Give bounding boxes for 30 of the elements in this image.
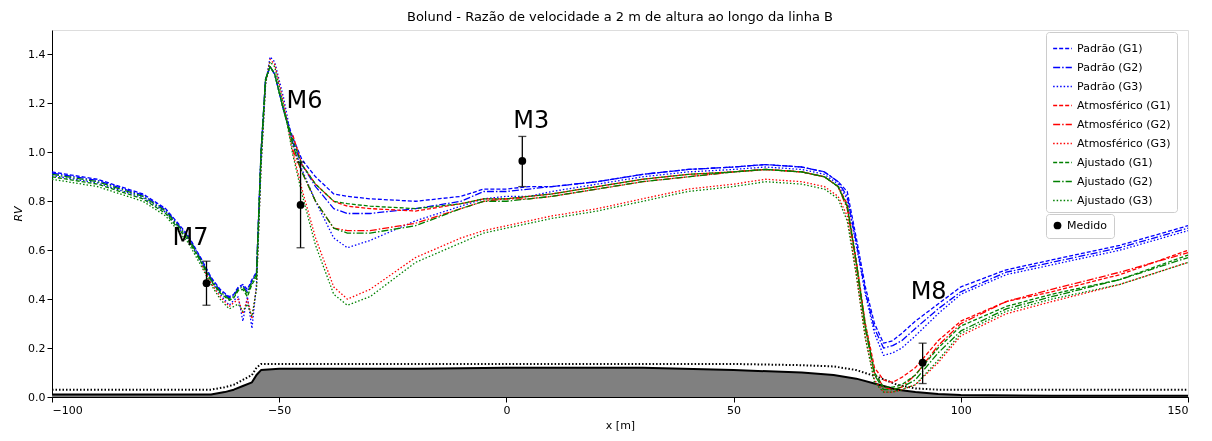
legend-label: Atmosférico (G2) [1077, 117, 1171, 131]
chart-title: Bolund - Razão de velocidade a 2 m de altura ao longo da linha B [406, 9, 834, 24]
y-tick-label: 0.2 [28, 341, 46, 355]
legend-label: Padrão (G2) [1077, 60, 1143, 74]
legend-label: Medido [1067, 218, 1108, 232]
y-tick-label: 1.0 [28, 145, 46, 159]
legend-label: Atmosférico (G1) [1077, 98, 1171, 112]
legend-label: Ajustado (G3) [1077, 193, 1153, 207]
legend-label: Atmosférico (G3) [1077, 136, 1171, 150]
x-tick-label: −50 [268, 403, 292, 417]
annotation: M3 [513, 105, 550, 134]
x-tick-label: 150 [1167, 403, 1189, 417]
y-tick-label: 0.6 [28, 243, 46, 257]
x-tick-label: −100 [52, 403, 83, 417]
legend-label: Padrão (G3) [1077, 79, 1143, 93]
y-tick-label: 1.4 [28, 47, 46, 61]
y-tick-label: 1.2 [28, 96, 46, 110]
y-axis-title: RV [12, 204, 26, 222]
legend-label: Ajustado (G1) [1077, 155, 1153, 169]
x-axis-title: x [m] [605, 418, 636, 432]
annotation: M8 [910, 276, 947, 305]
x-tick-label: 50 [727, 403, 742, 417]
x-tick-label: 100 [950, 403, 972, 417]
y-tick-label: 0.0 [28, 390, 46, 404]
legend-label: Ajustado (G2) [1077, 174, 1153, 188]
legend-label: Padrão (G1) [1077, 41, 1143, 55]
x-tick-label: 0 [503, 403, 511, 417]
annotation: M6 [286, 85, 323, 114]
y-tick-label: 0.4 [28, 292, 46, 306]
y-tick-label: 0.8 [28, 194, 46, 208]
